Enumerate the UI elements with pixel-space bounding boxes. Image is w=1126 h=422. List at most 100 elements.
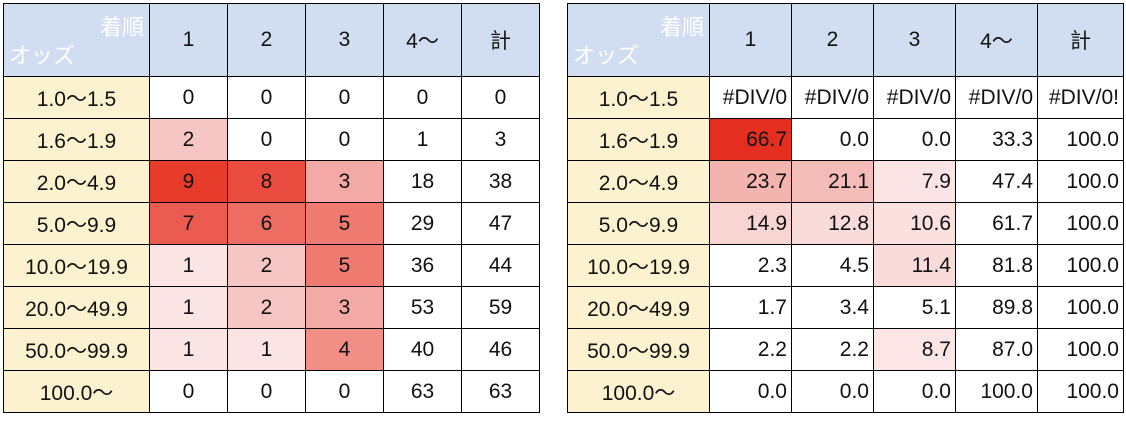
value-cell: 3.4 [791, 286, 874, 329]
value-cell: 36 [383, 244, 462, 287]
percentage-table: 着順 オッズ 1 2 3 4〜 計 1.0〜1.5 #DIV/0 #DIV/0 #DI… [567, 3, 1124, 413]
value-cell: 46 [461, 328, 540, 371]
value-cell: 2 [227, 286, 306, 329]
value-cell: 100.0 [1037, 202, 1124, 245]
value-cell: 3 [305, 286, 384, 329]
header-row: 着順 オッズ 1 2 3 4〜 計 [3, 3, 540, 77]
value-cell: 7.9 [873, 160, 956, 203]
value-cell: 1 [149, 328, 228, 371]
table-row: 5.0〜9.9 7 6 5 29 47 [3, 202, 540, 245]
table-row: 20.0〜49.9 1 2 3 53 59 [3, 286, 540, 329]
value-cell: 0.0 [873, 118, 956, 161]
value-cell: 5 [305, 244, 384, 287]
value-cell: 23.7 [709, 160, 792, 203]
value-cell: 4.5 [791, 244, 874, 287]
value-cell: 0.0 [791, 370, 874, 413]
value-cell: 1 [227, 328, 306, 371]
value-cell: 0 [227, 370, 306, 413]
header-row: 着順 オッズ 1 2 3 4〜 計 [567, 3, 1124, 77]
value-cell: 0.0 [709, 370, 792, 413]
table-row: 1.6〜1.9 66.7 0.0 0.0 33.3 100.0 [567, 118, 1124, 161]
value-cell: 40 [383, 328, 462, 371]
odds-range-cell: 1.0〜1.5 [567, 76, 710, 119]
table-row: 1.0〜1.5 0 0 0 0 0 [3, 76, 540, 119]
column-header: 4〜 [383, 3, 462, 77]
corner-header: 着順 オッズ [567, 3, 710, 77]
value-cell: 1 [149, 286, 228, 329]
value-cell: 44 [461, 244, 540, 287]
odds-range-cell: 1.0〜1.5 [3, 76, 150, 119]
value-cell: 0.0 [873, 370, 956, 413]
value-cell: 66.7 [709, 118, 792, 161]
value-cell: 8 [227, 160, 306, 203]
value-cell: 12.8 [791, 202, 874, 245]
odds-range-cell: 5.0〜9.9 [3, 202, 150, 245]
table-row: 100.0〜 0.0 0.0 0.0 100.0 100.0 [567, 370, 1124, 413]
value-cell: 14.9 [709, 202, 792, 245]
value-cell: 100.0 [1037, 370, 1124, 413]
value-cell: 2 [149, 118, 228, 161]
column-header: 3 [873, 3, 956, 77]
value-cell: 1 [149, 244, 228, 287]
table-row: 100.0〜 0 0 0 63 63 [3, 370, 540, 413]
odds-range-cell: 50.0〜99.9 [3, 328, 150, 371]
value-cell: 0 [149, 370, 228, 413]
value-cell: 87.0 [955, 328, 1038, 371]
value-cell: 11.4 [873, 244, 956, 287]
value-cell: 29 [383, 202, 462, 245]
value-cell: 47.4 [955, 160, 1038, 203]
column-header: 1 [149, 3, 228, 77]
value-cell: #DIV/0 [873, 76, 956, 119]
odds-range-cell: 10.0〜19.9 [567, 244, 710, 287]
odds-label: オッズ [573, 43, 640, 68]
value-cell: 63 [383, 370, 462, 413]
value-cell: 10.6 [873, 202, 956, 245]
value-cell: 59 [461, 286, 540, 329]
value-cell: 18 [383, 160, 462, 203]
value-cell: 100.0 [1037, 328, 1124, 371]
table-row: 50.0〜99.9 1 1 4 40 46 [3, 328, 540, 371]
value-cell: 53 [383, 286, 462, 329]
table-row: 1.6〜1.9 2 0 0 1 3 [3, 118, 540, 161]
value-cell: #DIV/0! [1037, 76, 1124, 119]
value-cell: 0 [305, 76, 384, 119]
odds-range-cell: 50.0〜99.9 [567, 328, 710, 371]
odds-range-cell: 20.0〜49.9 [567, 286, 710, 329]
column-header: 計 [461, 3, 540, 77]
table-row: 10.0〜19.9 1 2 5 36 44 [3, 244, 540, 287]
column-header: 1 [709, 3, 792, 77]
column-header: 2 [227, 3, 306, 77]
value-cell: 100.0 [1037, 244, 1124, 287]
value-cell: 0 [461, 76, 540, 119]
corner-header: 着順 オッズ [3, 3, 150, 77]
value-cell: 0 [305, 370, 384, 413]
value-cell: 100.0 [1037, 118, 1124, 161]
odds-range-cell: 2.0〜4.9 [3, 160, 150, 203]
table-row: 1.0〜1.5 #DIV/0 #DIV/0 #DIV/0 #DIV/0 #DIV/0! [567, 76, 1124, 119]
value-cell: #DIV/0 [955, 76, 1038, 119]
value-cell: 2.2 [791, 328, 874, 371]
value-cell: 21.1 [791, 160, 874, 203]
value-cell: 1.7 [709, 286, 792, 329]
value-cell: 0.0 [791, 118, 874, 161]
column-header: 4〜 [955, 3, 1038, 77]
finish-label: 着順 [99, 15, 144, 40]
value-cell: #DIV/0 [791, 76, 874, 119]
odds-range-cell: 100.0〜 [3, 370, 150, 413]
value-cell: 100.0 [1037, 286, 1124, 329]
value-cell: 0 [227, 118, 306, 161]
column-header: 2 [791, 3, 874, 77]
value-cell: 8.7 [873, 328, 956, 371]
value-cell: 0 [305, 118, 384, 161]
count-table: 着順 オッズ 1 2 3 4〜 計 1.0〜1.5 0 0 0 0 0 1.6〜1.9 2 0 0… [3, 3, 540, 413]
value-cell: 6 [227, 202, 306, 245]
table-row: 10.0〜19.9 2.3 4.5 11.4 81.8 100.0 [567, 244, 1124, 287]
value-cell: 3 [305, 160, 384, 203]
value-cell: 4 [305, 328, 384, 371]
value-cell: 0 [383, 76, 462, 119]
value-cell: 89.8 [955, 286, 1038, 329]
table-row: 20.0〜49.9 1.7 3.4 5.1 89.8 100.0 [567, 286, 1124, 329]
value-cell: 2.2 [709, 328, 792, 371]
value-cell: 0 [149, 76, 228, 119]
odds-range-cell: 10.0〜19.9 [3, 244, 150, 287]
